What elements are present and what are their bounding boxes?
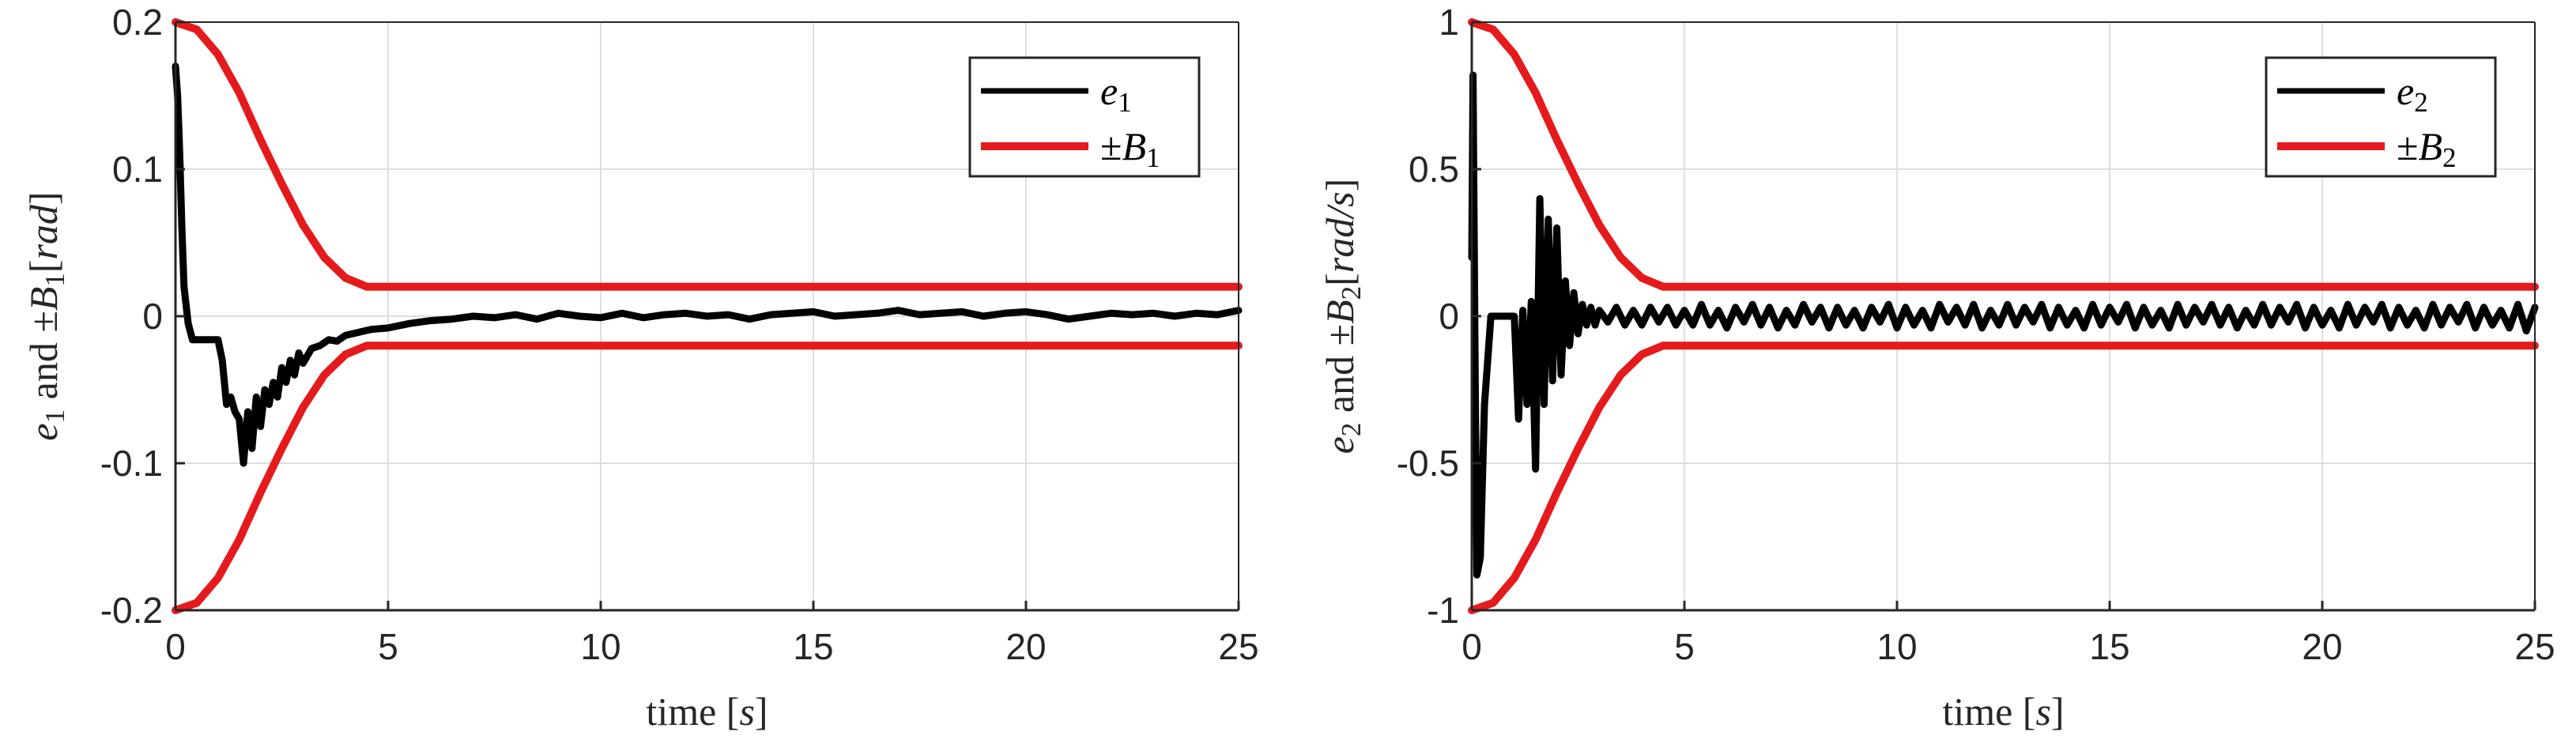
series-line-bound_lower (1468, 341, 2539, 614)
legend-symbol: B (1122, 124, 1146, 168)
legend: e1±B1 (968, 56, 1201, 178)
label-part: s (739, 689, 754, 734)
y-tick-label: -0.5 (1397, 443, 1459, 484)
label-part: 2 (1336, 286, 1367, 300)
legend: e2±B2 (2265, 56, 2497, 178)
x-tick-label: 10 (1876, 626, 1917, 667)
label-part: ] (1318, 179, 1362, 192)
legend-entry: ±B2 (2397, 124, 2457, 173)
label-part: 2 (1336, 423, 1367, 437)
label-part: e (21, 423, 66, 440)
y-axis-label: e2 and ±B2[rad/s] (1318, 179, 1367, 455)
y-tick-label: 0 (1439, 296, 1459, 337)
y-tick-label: 1 (1439, 2, 1459, 43)
legend-subscript: 2 (2442, 142, 2457, 173)
label-part: ] (21, 191, 66, 205)
x-tick-label: 20 (2302, 626, 2342, 667)
series-line-bound_upper (172, 18, 1243, 291)
y-tick-label: 0.2 (112, 2, 163, 43)
x-tick-label: 25 (1218, 626, 1258, 667)
x-tick-label: 15 (2089, 626, 2129, 667)
x-tick-label: 25 (2514, 626, 2555, 667)
label-part: [ (21, 260, 66, 274)
label-part: e (1318, 436, 1362, 454)
y-tick-label: 0.1 (112, 149, 163, 190)
legend-subscript: 2 (2414, 87, 2428, 118)
label-part: B (21, 287, 66, 311)
x-tick-label: 0 (165, 626, 186, 667)
y-tick-label: 0 (142, 296, 163, 337)
label-part: and ± (1318, 324, 1362, 423)
label-part: [ (726, 689, 740, 734)
y-axis-label: e1 and ±B1[rad] (21, 191, 70, 440)
label-part: and ± (21, 311, 66, 409)
legend-subscript: 1 (1146, 142, 1160, 173)
x-tick-label: 15 (793, 626, 833, 667)
label-part: ] (2051, 689, 2065, 734)
label-part: time (1942, 689, 2022, 734)
label-part: rad/s (1318, 191, 1362, 273)
x-tick-label: 10 (580, 626, 620, 667)
legend-subscript: 1 (1118, 87, 1132, 118)
y-tick-label: 0.5 (1409, 149, 1459, 190)
legend-box (968, 56, 1201, 178)
legend-entry: e2 (2397, 69, 2428, 118)
label-part: [ (2023, 689, 2036, 734)
label-part: rad (21, 204, 66, 259)
series-line-error (1468, 71, 2539, 579)
series-line-bound_lower (172, 341, 1243, 614)
label-part: B (1318, 300, 1362, 324)
y-tick-label: -0.2 (100, 590, 163, 631)
label-part: time (646, 689, 726, 734)
legend-entry: ±B1 (1100, 124, 1160, 173)
legend-prefix: ± (1100, 124, 1122, 168)
legend-box (2265, 56, 2497, 178)
legend-symbol: B (2418, 124, 2442, 168)
legend-prefix: ± (2397, 124, 2418, 168)
x-tick-label: 5 (1674, 626, 1695, 667)
label-part: ] (755, 689, 768, 734)
legend-entry: e1 (1100, 69, 1132, 118)
x-tick-label: 5 (378, 626, 398, 667)
x-axis-label: time [s] (1942, 689, 2064, 734)
legend-symbol: e (2397, 69, 2414, 113)
x-tick-label: 20 (1005, 626, 1046, 667)
label-part: 1 (40, 409, 70, 424)
x-axis-label: time [s] (646, 689, 768, 734)
x-tick-label: 0 (1461, 626, 1482, 667)
series-line-error (172, 62, 1243, 467)
label-part: s (2035, 689, 2050, 734)
label-part: 1 (40, 273, 70, 287)
y-tick-label: -0.1 (100, 443, 163, 484)
label-part: [ (1318, 273, 1362, 286)
y-tick-label: -1 (1427, 590, 1459, 631)
legend-symbol: e (1100, 69, 1118, 113)
series-line-bound_upper (1468, 18, 2539, 291)
